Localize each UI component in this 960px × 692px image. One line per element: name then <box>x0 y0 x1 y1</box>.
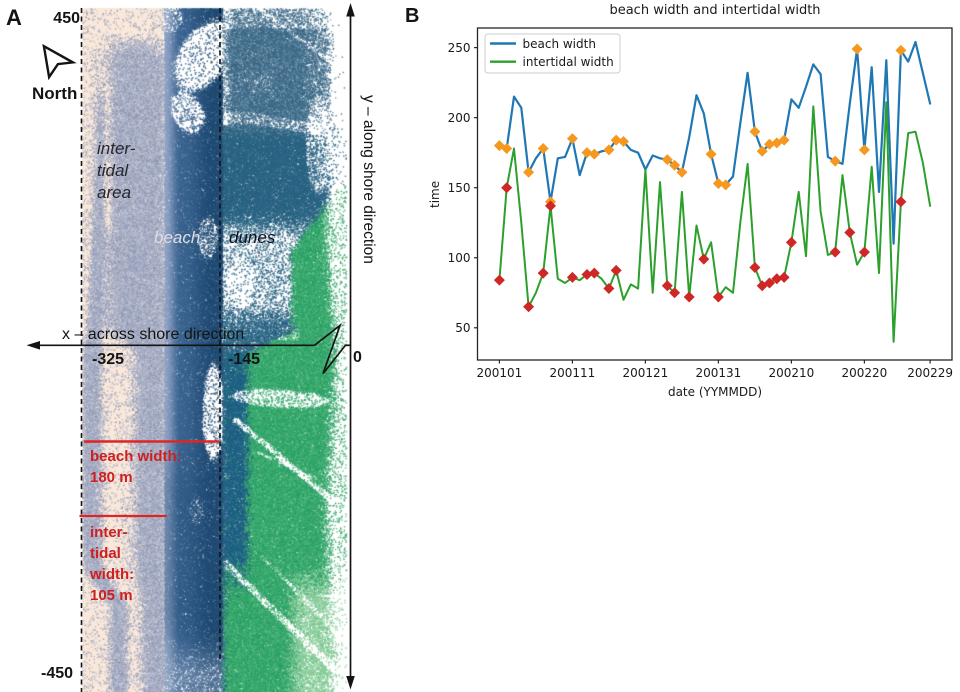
intertidal-width-marker <box>712 291 724 303</box>
intertidal-width-marker <box>683 291 695 303</box>
beach-width-marker <box>661 154 673 166</box>
intertidal-width-marker <box>523 301 535 313</box>
beach-width-marker <box>829 155 841 167</box>
beach-width-marker <box>566 133 578 145</box>
intertidal-area-zone-label: inter- tidal area <box>97 139 136 202</box>
legend-label: beach width <box>523 37 596 51</box>
beach-width-marker <box>588 148 600 160</box>
beach-width-marker <box>618 135 629 147</box>
intertidal-width-marker <box>545 200 556 212</box>
y-tick-label: 200 <box>448 111 471 125</box>
beach-width-marker <box>858 144 870 156</box>
y-axis-caption: y – along shore direction <box>360 95 377 264</box>
beach-zone-label: beach <box>154 228 201 247</box>
chart-title: beach width and intertidal width <box>609 3 821 18</box>
x-axis-caption: x – across shore direction <box>62 326 245 343</box>
beach-width-marker <box>610 134 622 146</box>
intertidal-width-marker <box>749 262 761 274</box>
y-tick-label: 100 <box>448 251 471 265</box>
beach-width-marker <box>764 138 775 150</box>
beach-width-marker <box>581 147 593 159</box>
beach-width-marker <box>603 144 615 156</box>
intertidal-width-marker <box>698 253 710 265</box>
chart-x-axis-label: date (YYMMDD) <box>667 385 763 399</box>
intertidal-width-marker <box>778 271 790 283</box>
x-tick-label: 200121 <box>622 366 668 380</box>
beach-width-marker <box>756 145 768 157</box>
y-axis-arrowhead-top <box>346 3 355 17</box>
x-tick-label: 200229 <box>907 366 953 380</box>
intertidal-width-marker <box>588 267 600 279</box>
y-tick-label: 50 <box>455 321 470 335</box>
beach-width-annotation: beach width: 180 m <box>90 448 182 486</box>
y-top-tick-label: 450 <box>53 10 80 27</box>
x-tick-label: 200131 <box>695 366 741 380</box>
intertidal-width-marker <box>785 236 797 248</box>
x-zero-tick-label: 0 <box>353 349 362 366</box>
intertidal-width-marker <box>493 274 505 286</box>
intertidal-width-marker <box>603 283 615 295</box>
y-tick-label: 150 <box>448 181 471 195</box>
x-tick-label: 200101 <box>476 366 522 380</box>
legend-label: intertidal width <box>523 55 614 69</box>
beach-width-marker <box>851 43 863 55</box>
intertidal-width-marker <box>829 246 841 258</box>
intertidal-width-marker <box>764 277 775 289</box>
plot-border <box>476 27 953 361</box>
beach-width-marker <box>778 134 790 146</box>
intertidal-width-marker <box>669 287 681 299</box>
beach-width-marker <box>676 166 688 178</box>
y-tick-label: 250 <box>448 41 471 55</box>
beach-width-marker <box>537 142 549 154</box>
panel-b-label: B <box>405 5 420 27</box>
x-right-tick-label: -145 <box>228 351 261 368</box>
intertidal-width-marker <box>661 280 673 292</box>
intertidal-width-marker <box>581 269 593 281</box>
x-tick-label: 200111 <box>549 366 595 380</box>
intertidal-width-marker <box>895 196 907 208</box>
intertidal-width-marker <box>610 264 622 276</box>
intertidal-width-marker <box>566 271 578 283</box>
axis-break-squiggle <box>313 323 347 375</box>
north-label: North <box>32 84 78 103</box>
chart-y-axis-label: time <box>428 180 442 208</box>
intertidal-width-marker <box>501 182 513 194</box>
intertidal-width-annotation: inter- tidal width: 105 m <box>90 524 135 604</box>
beach-width-marker <box>523 166 535 178</box>
beach-width-marker <box>501 142 513 154</box>
beach-width-marker <box>749 126 761 138</box>
x-axis-arrowhead-left <box>26 341 40 350</box>
beach-width-marker <box>895 44 907 56</box>
intertidal-width-marker <box>844 227 856 239</box>
beach-width-marker <box>705 148 717 160</box>
y-bottom-tick-label: -450 <box>41 665 74 682</box>
x-tick-label: 200220 <box>841 366 887 380</box>
panel-a-label: A <box>6 5 22 30</box>
beach-width-marker <box>669 159 681 171</box>
intertidal-width-marker <box>771 273 783 285</box>
dunes-zone-label: dunes <box>229 228 276 247</box>
x-tick-label: 200210 <box>768 366 814 380</box>
north-arrow-icon <box>42 43 77 81</box>
beach-width-marker <box>720 179 732 191</box>
x-left-tick-label: -325 <box>92 351 125 368</box>
legend-box <box>484 33 621 74</box>
panel-a-axes <box>26 3 355 692</box>
intertidal-width-marker <box>537 267 549 279</box>
y-axis-arrowhead-bottom <box>346 676 355 690</box>
intertidal-width-marker <box>858 246 870 258</box>
beach-width-marker <box>712 177 724 189</box>
chart-plot-area: 200101 200111 200121 200131 200210 200220 2002… <box>448 27 953 380</box>
